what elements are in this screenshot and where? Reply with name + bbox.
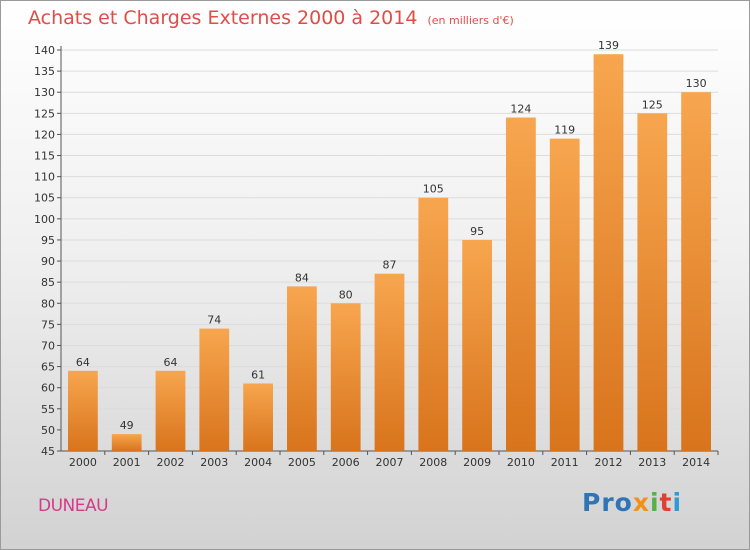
y-tick-label: 85 xyxy=(41,276,55,289)
data-label: 64 xyxy=(76,356,90,369)
bars xyxy=(68,54,711,452)
bar xyxy=(418,197,449,451)
data-label: 95 xyxy=(470,225,484,238)
x-tick-label: 2013 xyxy=(638,456,666,469)
y-tick-label: 95 xyxy=(41,234,55,247)
y-tick-label: 70 xyxy=(41,339,55,352)
y-tick-label: 80 xyxy=(41,297,55,310)
y-tick-label: 65 xyxy=(41,361,55,374)
data-label: 80 xyxy=(339,288,353,301)
x-tick-label: 2014 xyxy=(682,456,710,469)
bar xyxy=(462,239,492,451)
data-label: 84 xyxy=(295,271,309,284)
logo-part-5: i xyxy=(672,488,683,517)
x-tick-label: 2007 xyxy=(376,456,404,469)
x-tick-label: 2010 xyxy=(507,456,535,469)
place-label: DUNEAU xyxy=(38,496,109,516)
data-label: 49 xyxy=(120,419,134,432)
x-tick-label: 2003 xyxy=(200,456,228,469)
y-tick-label: 60 xyxy=(41,382,55,395)
bar xyxy=(637,113,668,451)
y-tick-label: 120 xyxy=(34,128,55,141)
y-tick-label: 55 xyxy=(41,403,55,416)
y-tick-label: 105 xyxy=(34,192,55,205)
x-tick-label: 2001 xyxy=(113,456,141,469)
data-label: 74 xyxy=(207,314,221,327)
logo-part-1: Pro xyxy=(582,488,633,517)
bar xyxy=(374,273,405,451)
data-label: 64 xyxy=(164,356,178,369)
y-tick-label: 140 xyxy=(34,44,55,57)
y-tick-label: 90 xyxy=(41,255,55,268)
bar xyxy=(287,286,317,451)
logo-part-3: i xyxy=(649,488,660,517)
bar xyxy=(681,92,711,452)
bar xyxy=(243,383,273,451)
y-tick-label: 75 xyxy=(41,318,55,331)
bar xyxy=(68,370,98,451)
y-tick-label: 135 xyxy=(34,65,55,78)
bar xyxy=(199,328,230,451)
y-tick-label: 50 xyxy=(41,424,55,437)
bar xyxy=(506,117,536,452)
x-tick-label: 2002 xyxy=(157,456,185,469)
proxiti-logo: Proxiti xyxy=(582,488,682,517)
data-label: 61 xyxy=(251,368,265,381)
data-label: 125 xyxy=(642,98,663,111)
x-tick-labels: 2000 2001 2002 2003 2004 2005 2006 2007 2008 2009… xyxy=(69,456,710,469)
y-tick-label: 115 xyxy=(34,150,55,163)
x-tick-label: 2006 xyxy=(332,456,360,469)
data-label: 87 xyxy=(383,259,397,272)
y-tick-label: 100 xyxy=(34,213,55,226)
y-tick-labels: 45 50 55 60 65 70 75 80 85 90 95 100 105 110 115 120 125… xyxy=(34,44,55,458)
data-label: 119 xyxy=(554,124,575,137)
x-tick-label: 2011 xyxy=(551,456,579,469)
x-tick-label: 2009 xyxy=(463,456,491,469)
x-tick-label: 2008 xyxy=(419,456,447,469)
data-label: 139 xyxy=(598,39,619,52)
data-label: 105 xyxy=(423,183,444,196)
bar xyxy=(111,434,142,451)
y-tick-label: 125 xyxy=(34,107,55,120)
bar xyxy=(593,54,624,451)
x-tick-label: 2004 xyxy=(244,456,272,469)
bar xyxy=(549,138,580,452)
y-tick-label: 130 xyxy=(34,86,55,99)
logo-part-4: t xyxy=(659,488,673,517)
x-tick-label: 2005 xyxy=(288,456,316,469)
chart-title-text: Achats et Charges Externes 2000 à 2014 xyxy=(28,7,418,29)
bar xyxy=(330,303,361,451)
x-tick-label: 2012 xyxy=(595,456,623,469)
data-labels: 64 49 64 74 61 84 80 87 105 95 124 119 139 125 130 xyxy=(76,39,707,432)
y-tick-label: 45 xyxy=(41,445,55,458)
bar xyxy=(155,370,186,451)
y-tick-label: 110 xyxy=(34,171,55,184)
x-tick-label: 2000 xyxy=(69,456,97,469)
chart-subtitle: (en milliers d'€) xyxy=(427,14,514,27)
logo-part-2: x xyxy=(632,488,650,517)
chart-title: Achats et Charges Externes 2000 à 2014 (e… xyxy=(28,7,514,29)
data-label: 124 xyxy=(510,103,531,116)
data-label: 130 xyxy=(686,77,707,90)
